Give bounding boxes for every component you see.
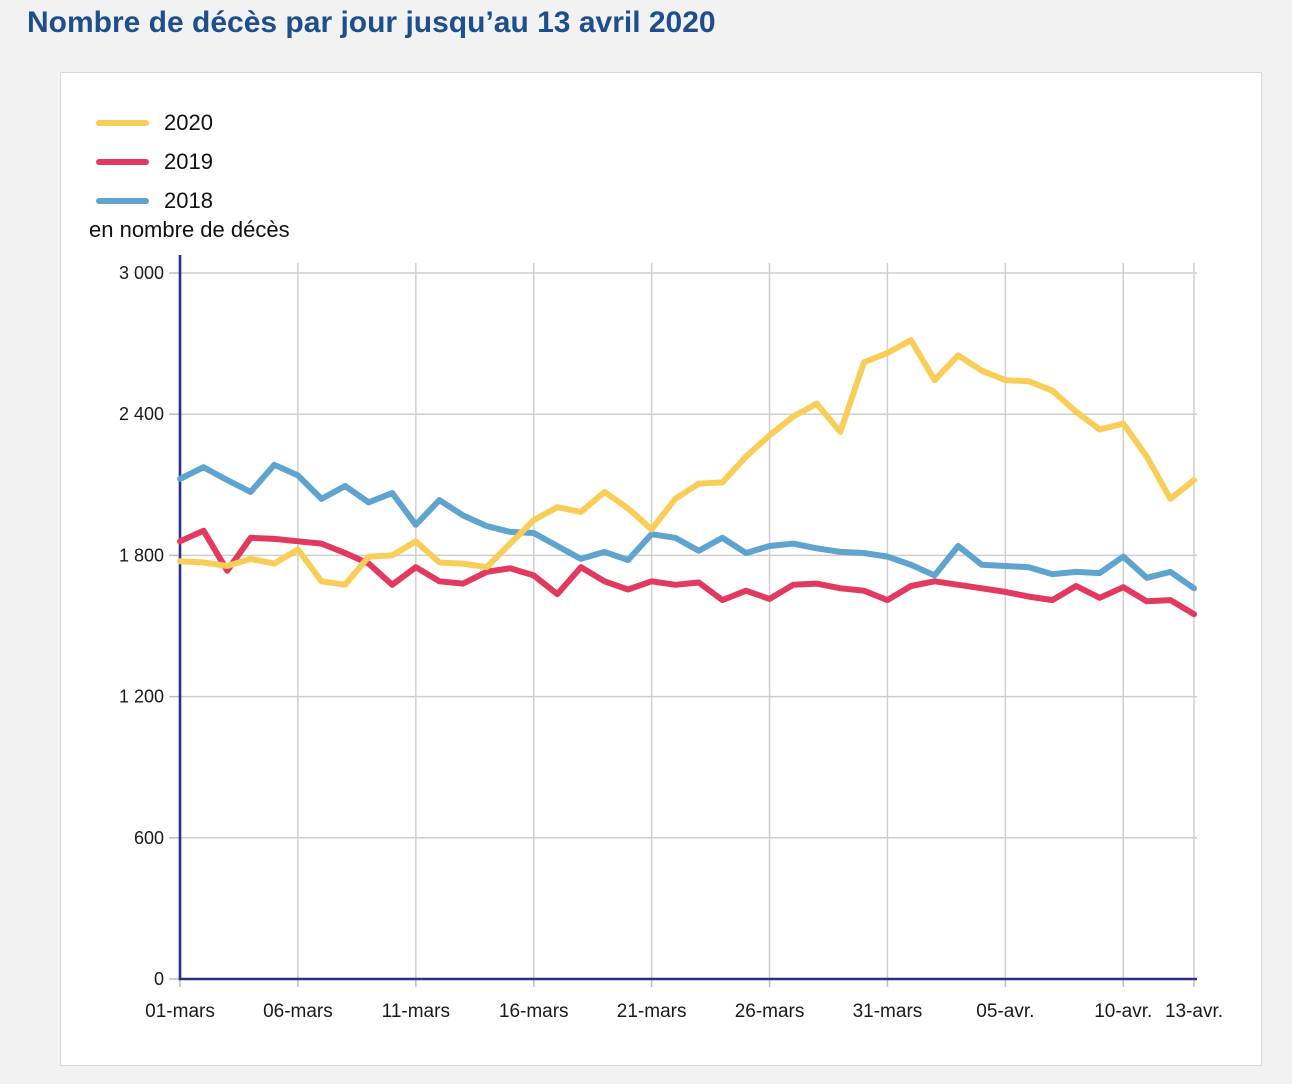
y-tick-label-1800: 1 800	[119, 545, 164, 565]
legend-label-2020: 2020	[164, 109, 213, 135]
legend-item-2020: 2020	[96, 103, 213, 142]
y-tick-label-1200: 1 200	[119, 687, 164, 707]
legend-item-2018: 2018	[96, 181, 213, 220]
y-tick-label-3000: 3 000	[119, 263, 164, 283]
chart-legend: 2020 2019 2018	[96, 103, 213, 220]
x-tick-label-16-mars: 16-mars	[499, 1001, 569, 1022]
x-tick-label-31-mars: 31-mars	[853, 1001, 923, 1022]
y-axis-title: en nombre de décès	[89, 217, 290, 242]
legend-swatch-2018	[96, 197, 149, 204]
x-tick-label-10-avr.: 10-avr.	[1094, 1001, 1152, 1022]
series-line-2019	[177, 527, 1197, 618]
plot-svg: 0 600 1 200 1 800 2 400 3 000 01-mars 06-mars 11…	[119, 255, 1223, 1022]
y-tick-label-2400: 2 400	[119, 404, 164, 424]
series-line-2020	[177, 337, 1197, 588]
x-tick-label-06-mars: 06-mars	[263, 1001, 333, 1022]
legend-label-2018: 2018	[164, 187, 213, 213]
chart-card: 0 600 1 200 1 800 2 400 3 000 01-mars 06-mars 11…	[60, 72, 1262, 1066]
legend-label-2019: 2019	[164, 148, 213, 174]
y-tick-label-0: 0	[154, 969, 164, 989]
x-tick-label-01-mars: 01-mars	[145, 1001, 215, 1022]
legend-swatch-2020	[96, 119, 149, 126]
x-tick-label-21-mars: 21-mars	[617, 1001, 687, 1022]
x-tick-label-13-avr.: 13-avr.	[1165, 1001, 1223, 1022]
legend-swatch-2019	[96, 158, 149, 165]
x-tick-label-26-mars: 26-mars	[735, 1001, 805, 1022]
x-tick-label-05-avr.: 05-avr.	[976, 1001, 1034, 1022]
series-line-2018	[177, 461, 1197, 592]
page-title: Nombre de décès par jour jusqu’au 13 avr…	[27, 6, 716, 39]
legend-item-2019: 2019	[96, 142, 213, 181]
y-tick-label-600: 600	[134, 828, 164, 848]
x-tick-label-11-mars: 11-mars	[382, 1001, 450, 1022]
